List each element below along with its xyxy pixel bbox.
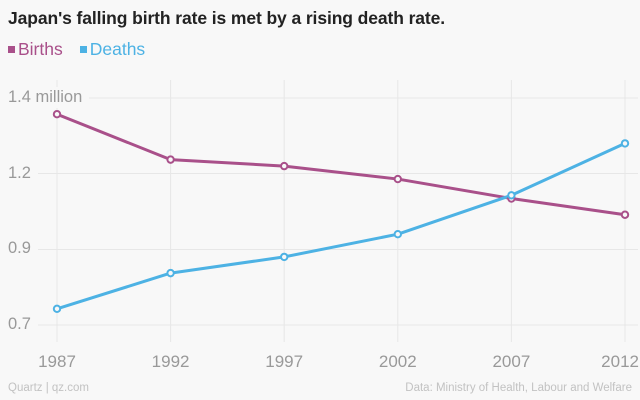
data-point-births-1987 (52, 110, 62, 119)
data-point-births-2002 (393, 174, 402, 184)
data-point-deaths-1992 (166, 268, 175, 278)
y-axis-label: 1.2 (0, 162, 38, 184)
x-axis-label: 2007 (492, 352, 531, 371)
data-point-deaths-2002 (393, 230, 402, 239)
y-axis-label: 0.9 (0, 238, 38, 260)
legend-swatch-icon (79, 46, 87, 53)
y-axis-label: 0.7 (0, 314, 38, 335)
data-point-deaths-1987 (52, 304, 62, 313)
x-axis-label: 1992 (151, 352, 190, 371)
legend-label: Deaths (89, 39, 146, 59)
data-point-deaths-2012 (620, 139, 630, 148)
x-axis-label: 2002 (378, 352, 417, 371)
data-point-births-2012 (620, 210, 630, 219)
series-line-births (55, 112, 627, 217)
legend-item-births: Births (8, 38, 63, 60)
chart-footer: Quartz | qz.com Data: Ministry of Health… (0, 381, 640, 395)
chart-title: Japan's falling birth rate is met by a r… (8, 8, 446, 28)
data-point-births-1997 (280, 161, 289, 171)
legend-swatch-icon (8, 46, 15, 53)
legend-label: Births (18, 39, 63, 59)
footer-credit: Quartz | qz.com (8, 382, 89, 394)
legend-item-deaths: Deaths (79, 38, 146, 60)
x-axis-label: 1987 (38, 352, 76, 371)
x-axis-label: 2012 (601, 352, 639, 371)
series-line-deaths (55, 141, 627, 311)
y-axis-label: 1.4 million (0, 87, 90, 108)
x-axis-label: 1997 (265, 352, 304, 371)
footer-source: Data: Ministry of Health, Labour and Wel… (405, 382, 632, 394)
legend: Births Deaths (8, 38, 145, 60)
data-point-deaths-1997 (280, 252, 289, 262)
data-point-deaths-2007 (507, 191, 516, 200)
data-point-births-1992 (166, 155, 175, 164)
